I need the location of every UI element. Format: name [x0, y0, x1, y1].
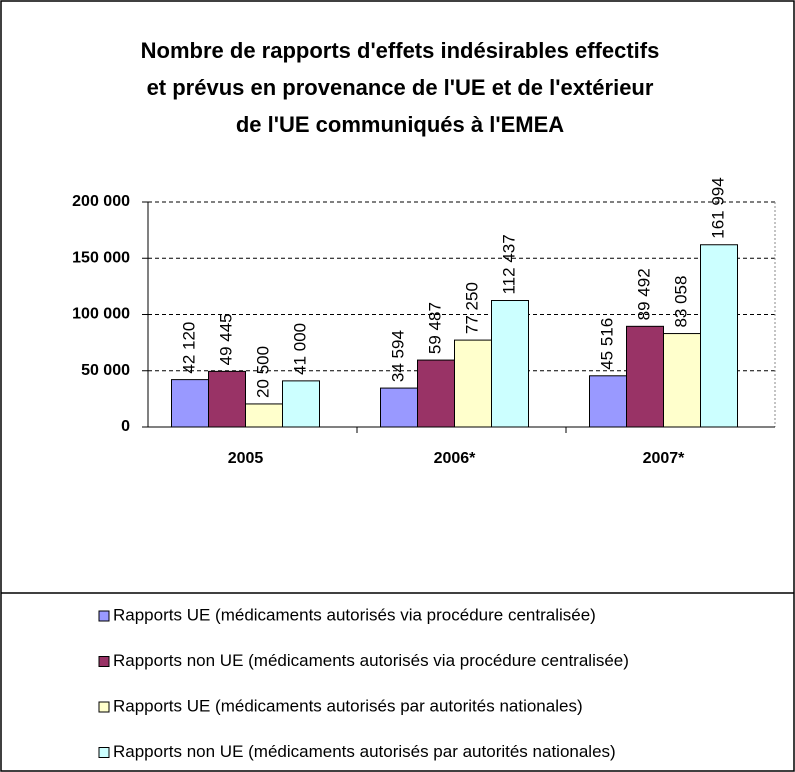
bar — [491, 300, 529, 428]
chart-title: de l'UE communiqués à l'EMEA — [236, 112, 564, 137]
bar — [589, 375, 627, 428]
bar — [208, 370, 246, 428]
data-label: 20 500 — [253, 346, 272, 398]
x-tick-label: 2007* — [643, 450, 686, 467]
legend-swatch — [98, 656, 110, 667]
legend-swatch — [98, 701, 110, 713]
legend-label: Rapports non UE (médicaments autorisés p… — [113, 742, 616, 761]
bar — [417, 359, 455, 428]
data-label: 83 058 — [671, 276, 690, 328]
bar — [454, 339, 492, 428]
bar — [245, 403, 283, 428]
y-tick-label: 50 000 — [81, 362, 130, 379]
data-label: 41 000 — [290, 323, 309, 375]
data-label: 42 120 — [179, 322, 198, 374]
bar — [380, 387, 418, 428]
data-label: 112 437 — [499, 234, 518, 294]
chart-title: Nombre de rapports d'effets indésirables… — [141, 38, 660, 63]
bar — [282, 380, 320, 428]
bar — [171, 379, 209, 428]
bar — [663, 333, 701, 428]
y-tick-label: 150 000 — [72, 249, 130, 266]
data-label: 89 492 — [634, 268, 653, 320]
bar — [700, 244, 738, 428]
legend-swatch — [98, 747, 110, 758]
data-label: 59 487 — [425, 302, 444, 354]
data-label: 161 994 — [708, 177, 727, 238]
bar — [626, 325, 664, 428]
y-tick-label: 200 000 — [72, 193, 130, 210]
y-tick-label: 100 000 — [72, 306, 130, 323]
legend-label: Rapports UE (médicaments autorisés par a… — [113, 696, 583, 715]
x-tick-label: 2006* — [434, 450, 477, 467]
legend-swatch — [98, 610, 110, 622]
chart-title: et prévus en provenance de l'UE et de l'… — [147, 75, 654, 100]
data-label: 77 250 — [462, 282, 481, 334]
data-label: 34 594 — [388, 330, 407, 382]
x-tick-label: 2005 — [228, 450, 264, 467]
data-label: 49 445 — [216, 313, 235, 365]
legend-label: Rapports UE (médicaments autorisés via p… — [113, 605, 596, 624]
y-tick-label: 0 — [121, 418, 130, 435]
data-label: 45 516 — [597, 318, 616, 370]
legend-label: Rapports non UE (médicaments autorisés v… — [113, 651, 629, 670]
